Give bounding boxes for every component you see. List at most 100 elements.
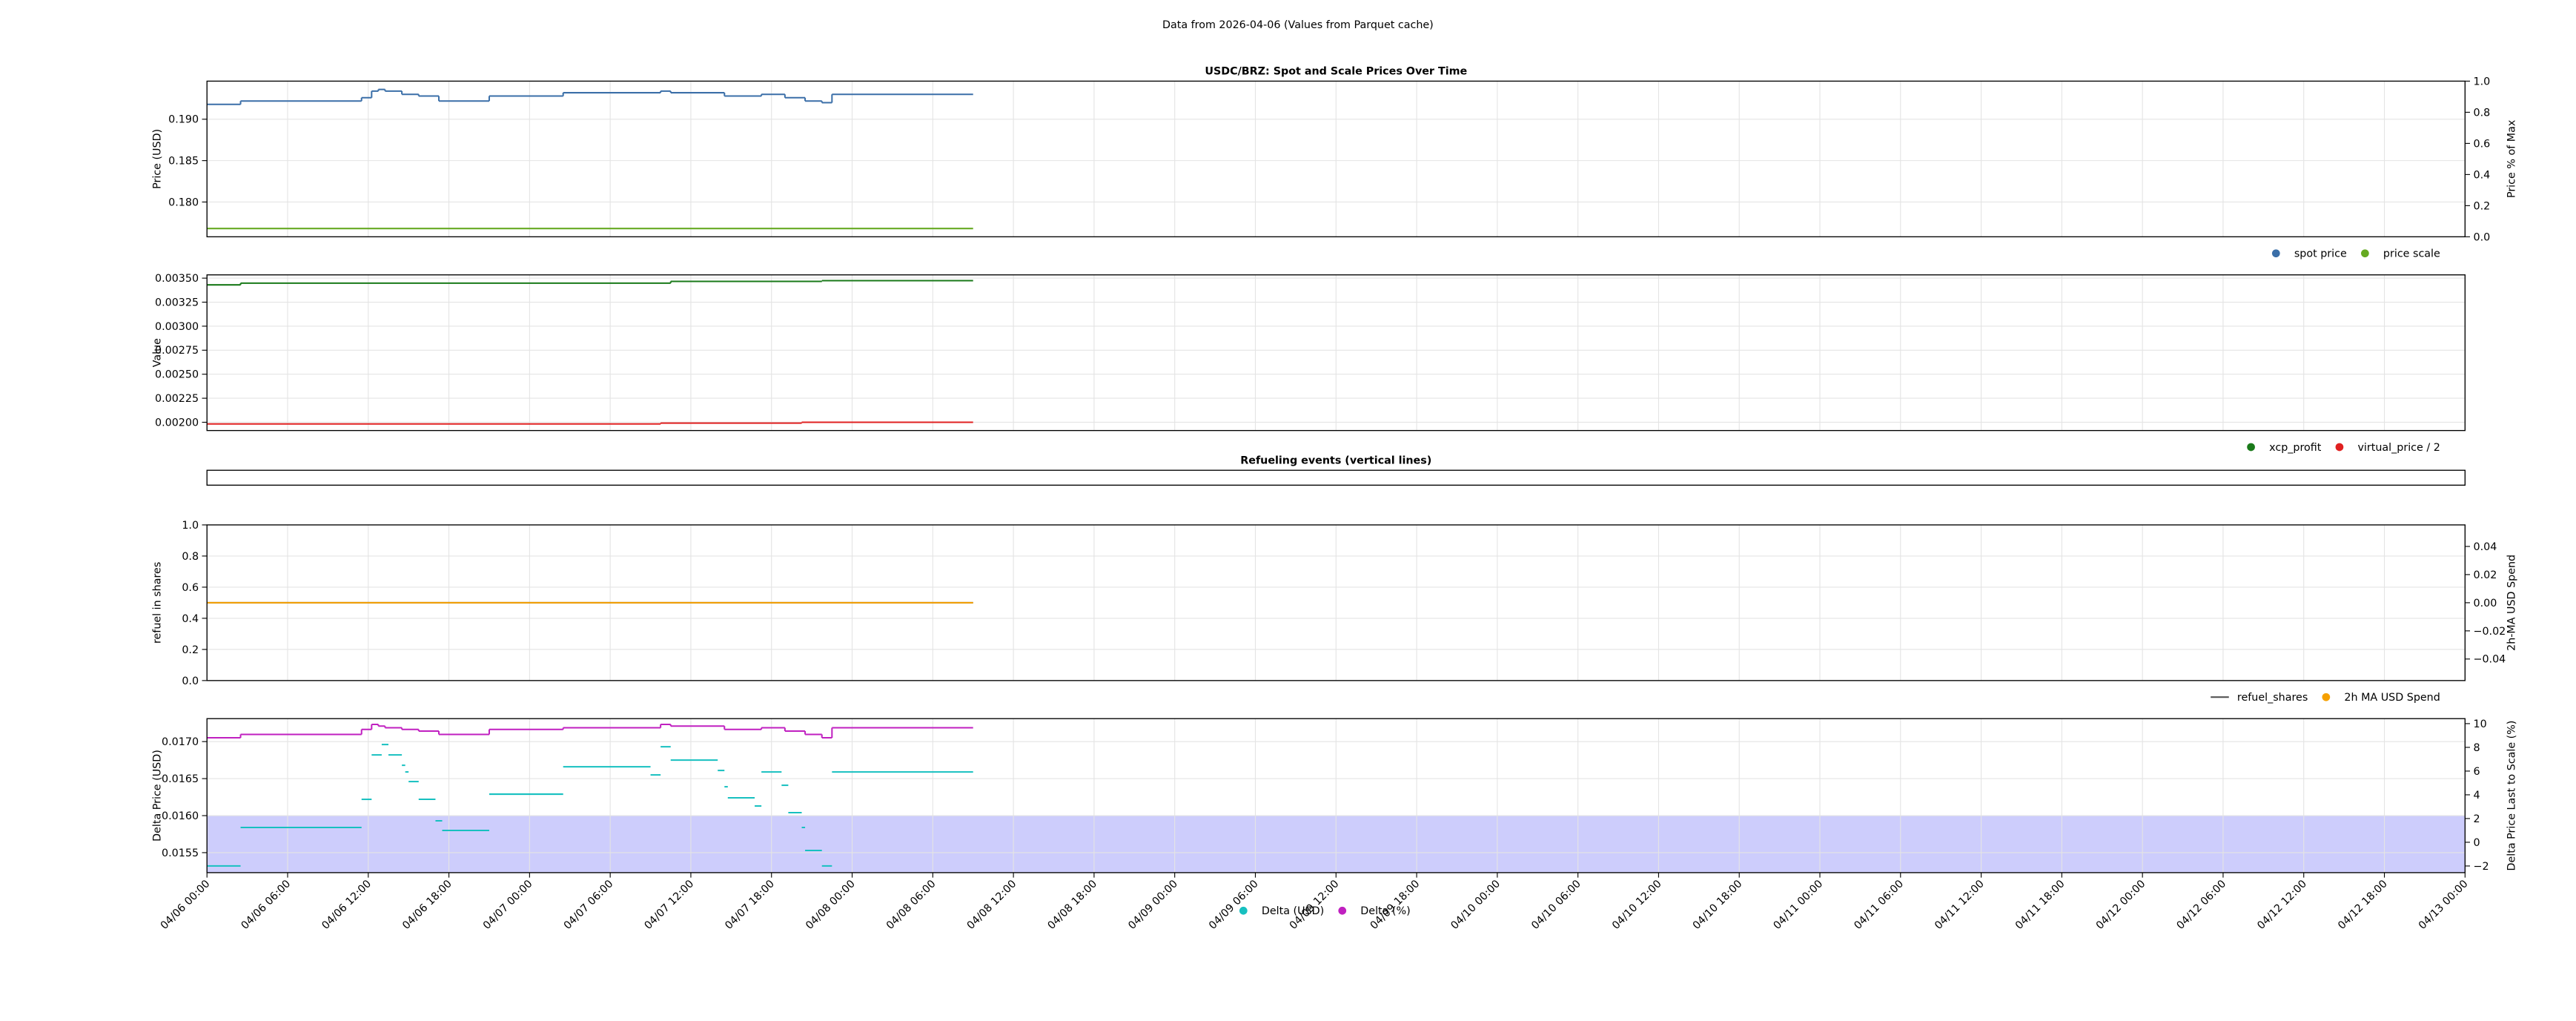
plot-frame	[206, 274, 2466, 432]
y2-axis-label: 2h-MA USD Spend	[2506, 555, 2517, 651]
y-tick-label: 0.00225	[155, 393, 199, 405]
plot-area	[207, 524, 2466, 681]
x-tick-label: 04/09 06:00	[1207, 878, 1261, 932]
plot-frame	[206, 718, 2466, 873]
y2-tick-label: 2	[2473, 813, 2480, 825]
y-tick-label: 0.00200	[155, 417, 199, 429]
x-tick-label: 04/12 00:00	[2094, 878, 2148, 932]
y-tick-label: 0.00350	[155, 273, 199, 285]
y2-tick-label: 1.0	[2473, 76, 2490, 87]
legend-label: xcp_profit	[2269, 442, 2322, 454]
legend-marker	[2322, 693, 2331, 701]
y-tick-label: 0.0165	[162, 773, 199, 785]
y-axis-label: Value	[152, 338, 164, 367]
y-tick-label: 0.8	[182, 551, 199, 563]
legend-label: refuel_shares	[2237, 692, 2308, 704]
y2-tick-label: 0.00	[2473, 598, 2497, 609]
legend-marker	[2361, 249, 2369, 258]
y2-tick-label: 0	[2473, 837, 2480, 849]
x-tick-label: 04/06 18:00	[400, 878, 454, 932]
plot-area	[207, 81, 2466, 237]
y2-tick-label: 0.04	[2473, 541, 2497, 553]
x-tick-label: 04/06 06:00	[239, 878, 294, 932]
y2-tick-label: −2	[2473, 861, 2489, 873]
x-tick-label: 04/11 12:00	[1933, 878, 1987, 932]
y2-tick-label: −0.02	[2473, 626, 2506, 638]
y2-tick-label: 0.02	[2473, 569, 2497, 581]
y-tick-label: 0.00250	[155, 369, 199, 381]
x-tick-label: 04/06 12:00	[319, 878, 374, 932]
y-tick-label: 0.0	[182, 675, 199, 687]
legend-marker	[1239, 906, 1248, 915]
y2-tick-label: 10	[2473, 718, 2486, 730]
x-tick-label: 04/07 06:00	[562, 878, 616, 932]
legend-marker	[2247, 443, 2255, 452]
x-tick-label: 04/11 18:00	[2013, 878, 2067, 932]
plot-area	[207, 718, 2466, 873]
x-tick-label: 04/10 06:00	[1529, 878, 1583, 932]
x-tick-label: 04/08 12:00	[965, 878, 1019, 932]
y2-tick-label: 0.0	[2473, 231, 2490, 243]
y2-tick-label: 0.4	[2473, 169, 2490, 181]
y2-axis-label: Delta Price Last to Scale (%)	[2506, 721, 2517, 871]
legend-label: Delta (USD)	[1262, 905, 1324, 917]
legend-label: virtual_price / 2	[2357, 442, 2440, 454]
x-tick-label: 04/11 06:00	[1852, 878, 1906, 932]
legend-marker	[2335, 443, 2344, 452]
y2-tick-label: 0.8	[2473, 107, 2490, 119]
plot-frame	[206, 80, 2466, 238]
x-tick-label: 04/06 00:00	[159, 878, 213, 932]
x-tick-label: 04/12 12:00	[2255, 878, 2309, 932]
y-tick-label: 0.0155	[162, 847, 199, 859]
x-tick-label: 04/13 00:00	[2417, 878, 2471, 932]
y-tick-label: 0.00275	[155, 345, 199, 357]
chart-title: USDC/BRZ: Spot and Scale Prices Over Tim…	[1205, 65, 1467, 77]
legend-marker	[2271, 249, 2280, 258]
y-tick-label: 0.4	[182, 613, 199, 625]
y-tick-label: 0.6	[182, 582, 199, 594]
y2-tick-label: 6	[2473, 766, 2480, 778]
x-tick-label: 04/07 18:00	[723, 878, 777, 932]
x-tick-label: 04/12 06:00	[2175, 878, 2229, 932]
y-tick-label: 0.185	[168, 156, 199, 168]
y-tick-label: 0.190	[168, 114, 199, 126]
plot-area	[207, 274, 2466, 431]
y-tick-label: 0.180	[168, 196, 199, 208]
x-tick-label: 04/08 00:00	[804, 878, 858, 932]
x-tick-label: 04/07 00:00	[481, 878, 535, 932]
y-tick-label: 0.0170	[162, 736, 199, 748]
x-tick-label: 04/12 18:00	[2336, 878, 2390, 932]
legend-label: 2h MA USD Spend	[2344, 692, 2440, 704]
x-tick-label: 04/11 00:00	[1772, 878, 1826, 932]
plot-frame	[206, 524, 2466, 681]
y-axis-label: refuel in shares	[152, 562, 164, 644]
legend-label: Delta (%)	[1360, 905, 1410, 917]
y2-tick-label: 8	[2473, 742, 2480, 754]
y-tick-label: 0.00300	[155, 321, 199, 333]
y-tick-label: 0.00325	[155, 297, 199, 308]
figure-title: Data from 2026-04-06 (Values from Parque…	[1162, 19, 1434, 31]
x-tick-label: 04/08 06:00	[884, 878, 938, 932]
legend-label: price scale	[2383, 248, 2440, 260]
x-tick-label: 04/10 00:00	[1448, 878, 1503, 932]
x-tick-label: 04/10 18:00	[1691, 878, 1745, 932]
x-tick-label: 04/07 12:00	[643, 878, 697, 932]
y-tick-label: 0.0160	[162, 810, 199, 822]
y2-tick-label: 4	[2473, 790, 2480, 802]
y-tick-label: 1.0	[182, 520, 199, 532]
plot-frame	[206, 469, 2466, 486]
chart-title: Refueling events (vertical lines)	[1240, 455, 1431, 466]
y2-axis-label: Price % of Max	[2506, 120, 2517, 198]
legend-marker	[1338, 906, 1347, 915]
y-axis-label: Delta Price (USD)	[152, 750, 164, 842]
y-axis-label: Price (USD)	[152, 129, 164, 189]
y2-tick-label: −0.04	[2473, 654, 2506, 666]
x-tick-label: 04/10 12:00	[1610, 878, 1664, 932]
y-tick-label: 0.2	[182, 644, 199, 656]
x-tick-label: 04/09 00:00	[1126, 878, 1180, 932]
x-tick-label: 04/08 18:00	[1045, 878, 1099, 932]
y2-tick-label: 0.6	[2473, 138, 2490, 150]
y2-tick-label: 0.2	[2473, 200, 2490, 212]
legend-label: spot price	[2294, 248, 2347, 260]
